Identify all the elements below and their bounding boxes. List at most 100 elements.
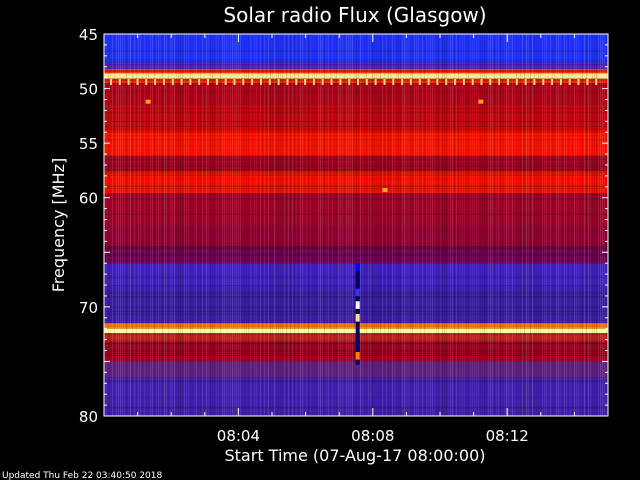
- texture-line: [496, 34, 497, 416]
- texture-stripe: [104, 79, 608, 81]
- texture-line: [354, 34, 355, 416]
- band-tick: [427, 79, 430, 86]
- texture-line: [114, 34, 115, 416]
- texture-line: [344, 34, 345, 416]
- burst-segment: [355, 352, 360, 360]
- x-tick-label: 08:08: [351, 427, 394, 445]
- texture-line: [156, 34, 157, 416]
- band-tick: [559, 79, 562, 86]
- band-tick: [189, 79, 192, 86]
- band-tick: [365, 79, 368, 86]
- texture-stripe: [104, 79, 608, 81]
- burst-segment: [355, 314, 360, 322]
- texture-line: [282, 34, 283, 416]
- texture-line: [194, 34, 195, 416]
- band-tick: [154, 79, 157, 86]
- texture-stripe: [104, 59, 608, 61]
- texture-line: [526, 34, 527, 416]
- texture-line: [330, 34, 331, 416]
- band-tick: [224, 79, 227, 86]
- texture-line: [440, 34, 441, 416]
- texture-line: [126, 34, 127, 416]
- band-tick: [180, 79, 183, 86]
- texture-line: [334, 34, 335, 416]
- band-tick: [401, 79, 404, 86]
- texture-line: [202, 34, 203, 416]
- y-axis: 45 50 55 60 70 80: [79, 26, 608, 426]
- texture-stripe: [104, 120, 608, 122]
- texture-line: [448, 34, 449, 416]
- band-tick: [295, 79, 298, 86]
- texture-line: [534, 34, 535, 416]
- texture-line: [174, 34, 175, 416]
- texture-line: [584, 34, 585, 416]
- band-tick: [145, 79, 148, 86]
- texture-line: [512, 34, 513, 416]
- texture-line: [268, 34, 269, 416]
- band-tick: [171, 79, 174, 86]
- band-tick: [233, 79, 236, 86]
- texture-line: [562, 34, 563, 416]
- texture-line: [590, 34, 591, 416]
- band-tick: [392, 79, 395, 86]
- band-tick: [348, 79, 351, 86]
- texture-line: [204, 34, 205, 416]
- texture-line: [368, 34, 369, 416]
- texture-line: [520, 34, 521, 416]
- texture-line: [524, 34, 525, 416]
- band-tick: [162, 79, 165, 86]
- band-tick: [339, 79, 342, 86]
- band-tick: [374, 79, 377, 86]
- texture-line: [320, 34, 321, 416]
- texture-line: [322, 34, 323, 416]
- frequency-band: [104, 377, 608, 416]
- texture-line: [488, 34, 489, 416]
- texture-stripe: [104, 111, 608, 113]
- texture-line: [252, 34, 253, 416]
- texture-line: [422, 34, 423, 416]
- texture-line: [452, 34, 453, 416]
- texture-line: [326, 34, 327, 416]
- texture-line: [564, 34, 565, 416]
- band-tick: [251, 79, 254, 86]
- texture-line: [120, 34, 121, 416]
- texture-line: [192, 34, 193, 416]
- texture-line: [228, 34, 229, 416]
- texture-stripe: [104, 248, 608, 250]
- band-tick: [436, 79, 439, 86]
- frequency-band: [104, 62, 608, 69]
- band-tick: [462, 79, 465, 86]
- texture-line: [292, 34, 293, 416]
- texture-line: [474, 34, 475, 416]
- texture-line: [106, 34, 107, 416]
- y-tick-label: 45: [79, 26, 98, 44]
- texture-line: [572, 34, 573, 416]
- texture-line: [172, 34, 173, 416]
- hot-spot: [382, 188, 388, 193]
- plot-content: [104, 34, 608, 416]
- texture-line: [280, 34, 281, 416]
- texture-line: [238, 34, 239, 416]
- texture-line: [600, 34, 601, 416]
- texture-stripe: [104, 214, 608, 216]
- texture-line: [514, 34, 515, 416]
- texture-line: [210, 34, 211, 416]
- texture-stripe: [104, 145, 608, 147]
- texture-line: [430, 34, 431, 416]
- texture-stripe: [104, 253, 608, 255]
- texture-line: [142, 34, 143, 416]
- texture-stripe: [104, 255, 608, 257]
- texture-stripe: [104, 85, 608, 86]
- texture-line: [144, 34, 145, 416]
- texture-line: [438, 34, 439, 416]
- texture-line: [266, 34, 267, 416]
- texture-stripe: [104, 50, 608, 52]
- texture-line: [408, 34, 409, 416]
- texture-stripe: [104, 407, 608, 409]
- frequency-band: [104, 246, 608, 264]
- texture-stripe: [104, 381, 608, 383]
- texture-line: [462, 34, 463, 416]
- texture-line: [582, 34, 583, 416]
- texture-line: [404, 34, 405, 416]
- texture-line: [372, 34, 373, 416]
